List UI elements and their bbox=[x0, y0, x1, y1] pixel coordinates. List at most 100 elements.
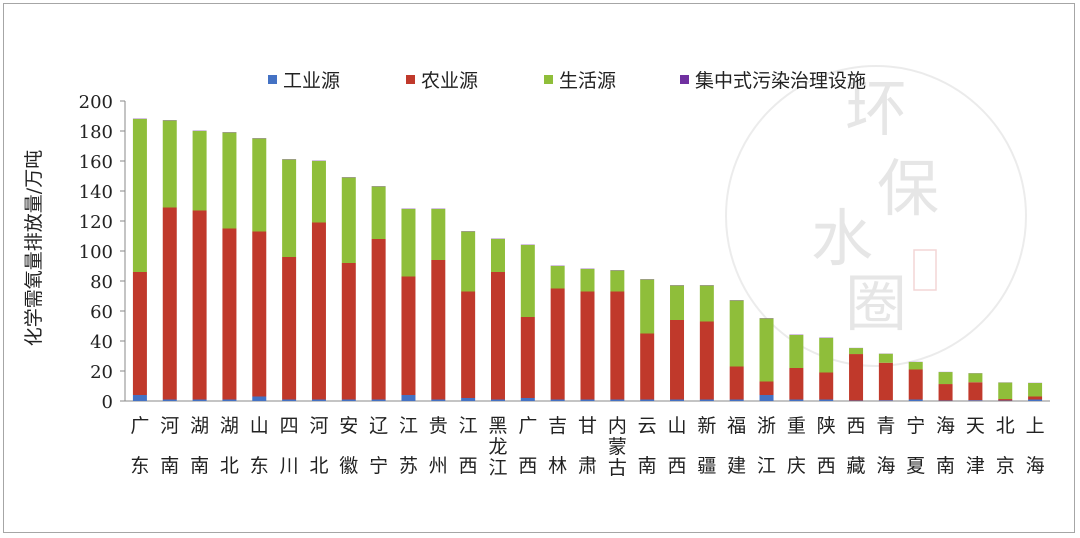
x-tick-char: 津 bbox=[966, 455, 985, 477]
x-tick-label: 宁夏 bbox=[906, 415, 925, 477]
bar-segment bbox=[520, 317, 535, 398]
y-tick-label: 180 bbox=[79, 122, 113, 143]
bar-segment bbox=[490, 239, 505, 272]
bar-segment bbox=[461, 291, 476, 398]
x-tick-char: 海 bbox=[1026, 455, 1045, 477]
x-tick-char: 青 bbox=[876, 415, 895, 437]
bar-segment bbox=[550, 266, 565, 289]
bar-segment bbox=[699, 285, 714, 322]
bar-segment bbox=[699, 399, 714, 401]
x-tick-labels: 广东河南湖南湖北山东四川河北安徽辽宁江苏贵州江西黑龙江广西吉林甘肃内蒙古云南山西… bbox=[130, 415, 1044, 479]
bar-segment bbox=[162, 120, 177, 208]
x-tick-label: 福建 bbox=[727, 415, 746, 477]
x-tick-char: 古 bbox=[608, 457, 627, 479]
bar-segment bbox=[729, 399, 744, 401]
bar-segment bbox=[550, 399, 565, 401]
x-tick-char: 北 bbox=[309, 455, 328, 477]
y-axis-label: 化学需氧量排放量/万吨 bbox=[23, 150, 45, 346]
bar-segment bbox=[490, 399, 505, 401]
x-tick-label: 上海 bbox=[1026, 415, 1045, 477]
bar-segment bbox=[968, 373, 983, 383]
bar-segment bbox=[938, 372, 953, 385]
legend-swatch bbox=[680, 75, 689, 84]
bar-segment bbox=[908, 399, 923, 401]
x-tick-char: 北 bbox=[220, 455, 239, 477]
x-tick-char: 徽 bbox=[339, 455, 358, 477]
svg-text:圈: 圈 bbox=[845, 267, 907, 340]
x-tick-char: 南 bbox=[190, 455, 209, 477]
y-tick-label: 20 bbox=[90, 362, 113, 383]
bar-segment bbox=[968, 400, 983, 401]
x-tick-char: 江 bbox=[488, 457, 507, 479]
bar-segment bbox=[192, 131, 207, 211]
bar-segment bbox=[670, 285, 685, 320]
bar-segment bbox=[550, 288, 565, 400]
bar-segment bbox=[789, 399, 804, 401]
bar-segment bbox=[520, 398, 535, 401]
legend-label: 集中式污染治理设施 bbox=[695, 70, 866, 92]
bar-segment bbox=[878, 400, 893, 401]
bar-segment bbox=[222, 132, 237, 229]
x-tick-char: 重 bbox=[787, 415, 806, 437]
bar-segment bbox=[908, 362, 923, 370]
bar-segment bbox=[222, 399, 237, 401]
x-tick-label: 湖北 bbox=[220, 415, 239, 477]
bar-segment bbox=[520, 245, 535, 317]
bar-segment bbox=[849, 354, 864, 401]
legend-swatch bbox=[406, 75, 415, 84]
x-tick-label: 新疆 bbox=[697, 415, 716, 477]
bar-segment bbox=[878, 362, 893, 401]
x-tick-label: 浙江 bbox=[757, 415, 776, 477]
x-tick-label: 四川 bbox=[280, 415, 299, 477]
x-tick-label: 北京 bbox=[996, 415, 1015, 477]
y-tick-label: 120 bbox=[79, 212, 113, 233]
bar-segment bbox=[640, 399, 655, 401]
bar-segment bbox=[998, 399, 1013, 401]
x-tick-label: 河南 bbox=[160, 415, 179, 477]
x-tick-char: 东 bbox=[130, 455, 149, 477]
bar-segment bbox=[908, 369, 923, 400]
x-tick-char: 西 bbox=[668, 455, 687, 477]
bar-segment bbox=[580, 399, 595, 401]
x-tick-label: 天津 bbox=[966, 415, 985, 477]
x-tick-char: 浙 bbox=[757, 415, 776, 437]
x-tick-label: 重庆 bbox=[787, 415, 806, 477]
x-tick-char: 南 bbox=[638, 455, 657, 477]
bar-segment bbox=[431, 260, 446, 400]
bar-segment bbox=[222, 228, 237, 400]
x-tick-label: 内蒙古 bbox=[608, 415, 627, 479]
x-tick-char: 夏 bbox=[906, 455, 925, 477]
svg-text:水: 水 bbox=[811, 202, 873, 275]
x-tick-label: 西藏 bbox=[847, 415, 866, 477]
x-tick-label: 广西 bbox=[518, 415, 537, 477]
bar-segment bbox=[1028, 396, 1043, 400]
x-tick-char: 宁 bbox=[369, 455, 388, 477]
x-tick-label: 辽宁 bbox=[369, 415, 388, 477]
x-tick-char: 河 bbox=[160, 415, 179, 437]
x-tick-char: 江 bbox=[459, 415, 478, 437]
bar-segment bbox=[341, 263, 356, 400]
bar-segment bbox=[580, 269, 595, 292]
x-tick-char: 新 bbox=[697, 415, 716, 437]
x-tick-char: 州 bbox=[429, 455, 448, 477]
bar-segment bbox=[311, 161, 326, 223]
bar-segment bbox=[431, 399, 446, 401]
x-tick-label: 山西 bbox=[668, 415, 687, 477]
x-tick-label: 青海 bbox=[876, 415, 895, 477]
x-tick-char: 内 bbox=[608, 415, 627, 437]
y-tick-label: 140 bbox=[79, 182, 113, 203]
bar-segment bbox=[490, 272, 505, 400]
bar-segment bbox=[401, 276, 416, 395]
svg-text:保: 保 bbox=[877, 152, 939, 225]
bar-segment bbox=[341, 177, 356, 263]
bar-segment bbox=[252, 396, 267, 401]
svg-text:环: 环 bbox=[845, 72, 907, 145]
bar-segment bbox=[282, 257, 297, 400]
x-tick-char: 西 bbox=[847, 415, 866, 437]
x-tick-char: 江 bbox=[757, 455, 776, 477]
bar-segment bbox=[371, 399, 386, 401]
bar-segment bbox=[311, 222, 326, 400]
legend-label: 生活源 bbox=[559, 70, 616, 92]
x-tick-char: 贵 bbox=[429, 415, 448, 437]
bar-segment bbox=[729, 366, 744, 400]
